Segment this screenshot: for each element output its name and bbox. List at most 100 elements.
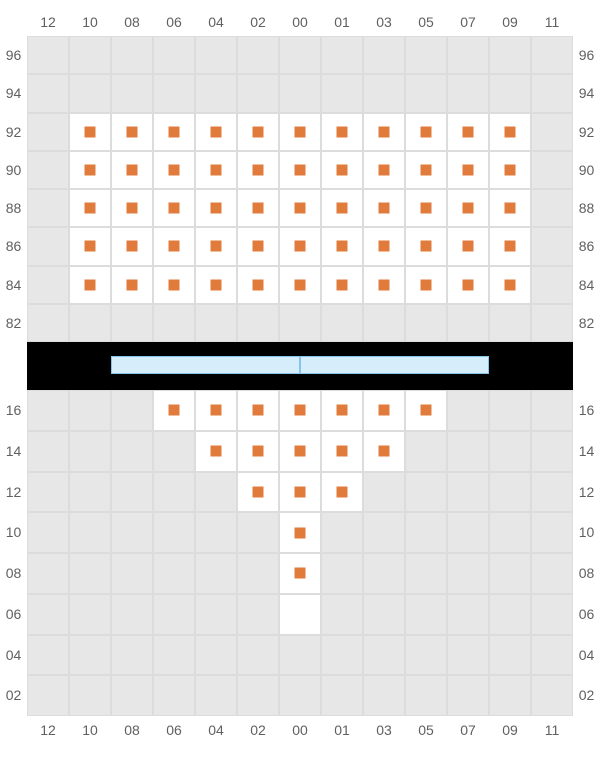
- seat-cell[interactable]: [153, 113, 195, 151]
- seat-cell[interactable]: [321, 390, 363, 431]
- empty-cell: [447, 431, 489, 472]
- seat-cell[interactable]: [237, 189, 279, 227]
- seat-cell[interactable]: [447, 189, 489, 227]
- seat-cell[interactable]: [489, 266, 531, 304]
- empty-cell: [69, 553, 111, 594]
- seat-cell[interactable]: [279, 151, 321, 189]
- seat-cell[interactable]: [111, 113, 153, 151]
- seat-marker: [295, 486, 306, 497]
- empty-cell: [111, 512, 153, 553]
- seat-cell[interactable]: [111, 266, 153, 304]
- seat-cell[interactable]: [237, 266, 279, 304]
- seat-cell[interactable]: [195, 266, 237, 304]
- seat-cell[interactable]: [363, 189, 405, 227]
- seat-cell[interactable]: [237, 151, 279, 189]
- seat-cell[interactable]: [447, 113, 489, 151]
- upper-grid: 96969494929290908888868684848282: [27, 36, 573, 342]
- empty-cell: [111, 594, 153, 635]
- seat-cell[interactable]: [195, 151, 237, 189]
- empty-cell: [69, 36, 111, 74]
- seat-cell[interactable]: [237, 431, 279, 472]
- empty-cell: [489, 431, 531, 472]
- seat-cell[interactable]: [279, 227, 321, 265]
- seat-cell[interactable]: [153, 151, 195, 189]
- column-label: 02: [237, 716, 279, 744]
- seat-cell[interactable]: [405, 113, 447, 151]
- seat-cell[interactable]: [111, 189, 153, 227]
- seat-cell[interactable]: [237, 472, 279, 513]
- empty-cell: [489, 36, 531, 74]
- empty-cell: [531, 113, 573, 151]
- seat-cell[interactable]: [69, 113, 111, 151]
- seat-cell[interactable]: [279, 189, 321, 227]
- seat-cell[interactable]: [279, 594, 321, 635]
- seat-cell[interactable]: [69, 151, 111, 189]
- seat-marker: [379, 126, 390, 137]
- seat-cell[interactable]: [447, 227, 489, 265]
- seat-cell[interactable]: [153, 227, 195, 265]
- seat-cell[interactable]: [69, 266, 111, 304]
- seat-cell[interactable]: [405, 266, 447, 304]
- column-label: 09: [489, 716, 531, 744]
- seat-cell[interactable]: [321, 189, 363, 227]
- seat-cell[interactable]: [153, 189, 195, 227]
- seat-cell[interactable]: [111, 227, 153, 265]
- seat-cell[interactable]: [279, 390, 321, 431]
- grid-row: 0202: [27, 675, 573, 716]
- seat-cell[interactable]: [489, 151, 531, 189]
- seat-cell[interactable]: [195, 390, 237, 431]
- seat-cell[interactable]: [153, 266, 195, 304]
- seat-cell[interactable]: [195, 189, 237, 227]
- row-label-left: 04: [0, 635, 27, 676]
- seat-cell[interactable]: [321, 227, 363, 265]
- grid-row: 9090: [27, 151, 573, 189]
- seat-cell[interactable]: [489, 113, 531, 151]
- seat-cell[interactable]: [279, 553, 321, 594]
- seat-cell[interactable]: [321, 472, 363, 513]
- seat-cell[interactable]: [195, 113, 237, 151]
- seat-cell[interactable]: [489, 189, 531, 227]
- seat-cell[interactable]: [195, 431, 237, 472]
- seat-cell[interactable]: [363, 390, 405, 431]
- seat-cell[interactable]: [447, 266, 489, 304]
- seat-cell[interactable]: [321, 151, 363, 189]
- seat-cell[interactable]: [69, 189, 111, 227]
- grid-row: 8484: [27, 266, 573, 304]
- seat-cell[interactable]: [447, 151, 489, 189]
- empty-cell: [321, 512, 363, 553]
- seat-cell[interactable]: [321, 266, 363, 304]
- seat-cell[interactable]: [237, 390, 279, 431]
- seat-cell[interactable]: [279, 266, 321, 304]
- row-label-right: 82: [573, 304, 600, 342]
- seat-cell[interactable]: [237, 227, 279, 265]
- seat-cell[interactable]: [363, 151, 405, 189]
- empty-cell: [153, 74, 195, 112]
- seat-cell[interactable]: [279, 472, 321, 513]
- empty-cell: [195, 675, 237, 716]
- column-label: 02: [237, 8, 279, 36]
- seat-cell[interactable]: [237, 113, 279, 151]
- seat-cell[interactable]: [69, 227, 111, 265]
- seat-cell[interactable]: [363, 266, 405, 304]
- seat-cell[interactable]: [363, 113, 405, 151]
- seat-cell[interactable]: [321, 431, 363, 472]
- seat-cell[interactable]: [279, 512, 321, 553]
- seat-cell[interactable]: [405, 390, 447, 431]
- seat-cell[interactable]: [489, 227, 531, 265]
- seat-cell[interactable]: [279, 431, 321, 472]
- seat-cell[interactable]: [111, 151, 153, 189]
- empty-cell: [69, 304, 111, 342]
- seat-cell[interactable]: [153, 390, 195, 431]
- seat-marker: [295, 527, 306, 538]
- seat-cell[interactable]: [363, 227, 405, 265]
- grid-row: 1010: [27, 512, 573, 553]
- seat-cell[interactable]: [279, 113, 321, 151]
- seat-cell[interactable]: [405, 151, 447, 189]
- seat-cell[interactable]: [321, 113, 363, 151]
- seat-cell[interactable]: [405, 189, 447, 227]
- column-label: 01: [321, 716, 363, 744]
- row-label-left: 88: [0, 189, 27, 227]
- seat-cell[interactable]: [363, 431, 405, 472]
- seat-cell[interactable]: [195, 227, 237, 265]
- seat-cell[interactable]: [405, 227, 447, 265]
